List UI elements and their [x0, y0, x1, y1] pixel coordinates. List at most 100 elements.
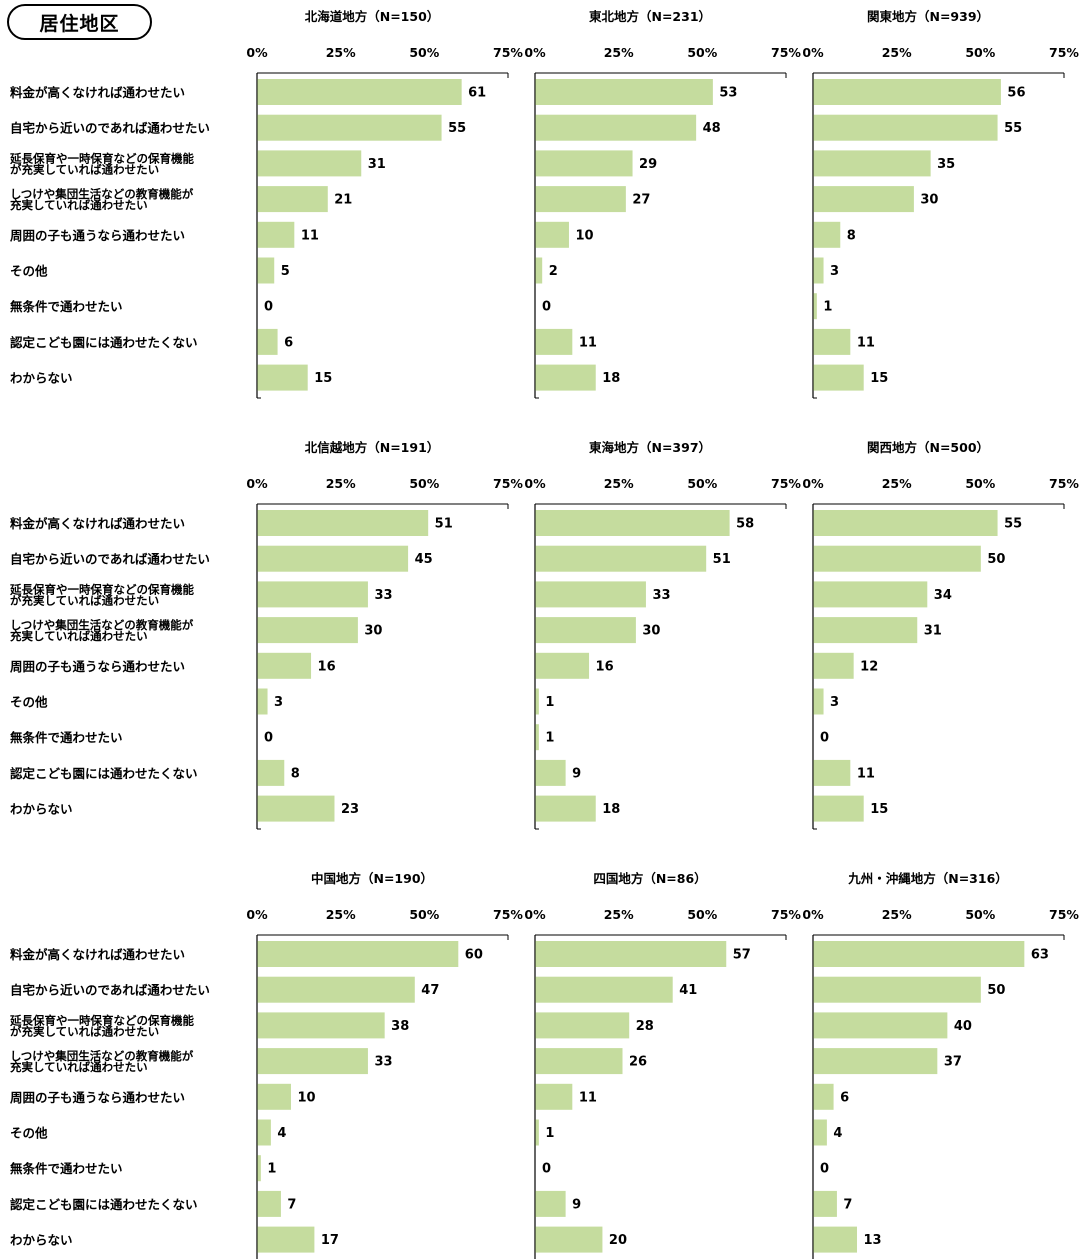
data-label: 1	[823, 300, 832, 315]
x-tick-label: 0%	[802, 45, 824, 60]
x-tick-label: 75%	[493, 45, 523, 60]
data-label: 18	[602, 802, 620, 817]
bar	[535, 221, 569, 248]
data-label: 30	[642, 624, 660, 639]
data-label: 50	[987, 983, 1005, 998]
bar	[535, 364, 596, 391]
category-label: わからない	[10, 371, 73, 386]
data-label: 48	[703, 121, 721, 136]
x-tick-label: 25%	[326, 476, 356, 491]
data-label: 16	[318, 659, 336, 674]
data-label: 1	[545, 731, 554, 746]
bar	[535, 328, 573, 355]
bar	[535, 759, 566, 786]
category-label: 延長保育や一時保育などの保育機能が充実していれば通わせたい	[9, 151, 194, 176]
x-tick-label: 50%	[409, 45, 439, 60]
category-label-line: 充実していれば通わせたい	[10, 629, 148, 643]
data-label: 8	[847, 228, 856, 243]
panel-title: 北海道地方（N=150）	[305, 9, 440, 24]
bar	[257, 328, 278, 355]
bar	[257, 941, 459, 967]
x-tick-label: 0%	[802, 476, 824, 491]
data-label: 31	[924, 624, 942, 639]
panel-title: 四国地方（N=86）	[593, 871, 706, 886]
data-label: 11	[857, 335, 875, 350]
bar	[813, 1226, 858, 1253]
data-label: 7	[287, 1197, 296, 1212]
data-label: 30	[364, 624, 382, 639]
bar	[257, 150, 362, 177]
bar	[257, 545, 409, 572]
data-label: 3	[274, 695, 283, 710]
category-label: 料金が高くなければ通わせたい	[10, 947, 185, 962]
category-label: 延長保育や一時保育などの保育機能が充実していれば通わせたい	[9, 1013, 194, 1038]
data-label: 33	[652, 588, 670, 603]
bar	[535, 724, 539, 751]
bar	[535, 688, 539, 715]
category-label: 周囲の子も通うなら通わせたい	[10, 1090, 185, 1105]
bar	[535, 617, 636, 644]
bar	[813, 221, 841, 248]
bar	[813, 257, 824, 284]
bar	[813, 364, 864, 391]
data-label: 17	[321, 1233, 339, 1248]
category-label: その他	[10, 264, 48, 279]
bar	[257, 221, 295, 248]
data-label: 5	[281, 264, 290, 279]
bar	[813, 617, 918, 644]
category-label: 周囲の子も通うなら通わせたい	[10, 228, 185, 243]
category-label-line: 延長保育や一時保育などの保育機能	[9, 1013, 194, 1027]
data-label: 18	[602, 371, 620, 386]
category-label-line: 延長保育や一時保育などの保育機能	[9, 151, 194, 165]
x-tick-label: 75%	[771, 907, 801, 922]
bar	[257, 1083, 291, 1110]
bar	[813, 79, 1001, 105]
category-label: その他	[10, 1126, 48, 1141]
category-label-line: しつけや集団生活などの教育機能が	[10, 1049, 194, 1063]
data-label: 3	[830, 264, 839, 279]
bar	[813, 976, 981, 1003]
bar	[257, 976, 415, 1003]
data-label: 55	[1004, 121, 1022, 136]
data-label: 45	[415, 552, 433, 567]
data-label: 27	[632, 193, 650, 208]
category-label-line: しつけや集団生活などの教育機能が	[10, 618, 194, 632]
x-tick-label: 50%	[965, 45, 995, 60]
data-label: 13	[864, 1233, 882, 1248]
bar	[535, 186, 626, 213]
data-label: 0	[264, 300, 273, 315]
data-label: 38	[391, 1019, 409, 1034]
data-label: 1	[267, 1162, 276, 1177]
category-label: 自宅から近いのであれば通わせたい	[10, 121, 210, 136]
data-label: 41	[679, 983, 697, 998]
bar	[813, 688, 824, 715]
data-label: 21	[334, 193, 352, 208]
panel-title: 九州・沖縄地方（N=316）	[847, 871, 1008, 886]
data-label: 50	[987, 552, 1005, 567]
bar	[257, 1048, 368, 1075]
panel-title: 東北地方（N=231）	[589, 9, 711, 24]
bar	[257, 1119, 271, 1146]
data-label: 8	[291, 766, 300, 781]
bar	[813, 510, 998, 536]
bar	[257, 581, 368, 608]
bar	[535, 941, 727, 967]
x-tick-label: 75%	[493, 476, 523, 491]
x-tick-label: 25%	[882, 476, 912, 491]
data-label: 33	[374, 1055, 392, 1070]
category-label-line: しつけや集団生活などの教育機能が	[10, 187, 194, 201]
data-label: 16	[596, 659, 614, 674]
bar	[535, 545, 707, 572]
bar	[257, 1155, 261, 1182]
data-label: 51	[713, 552, 731, 567]
data-label: 6	[284, 335, 293, 350]
data-label: 4	[833, 1126, 842, 1141]
bar	[813, 1012, 948, 1039]
data-label: 10	[575, 228, 593, 243]
data-label: 29	[639, 157, 657, 172]
bar	[257, 617, 358, 644]
data-label: 0	[820, 731, 829, 746]
category-label: 無条件で通わせたい	[10, 730, 123, 745]
data-label: 20	[609, 1233, 627, 1248]
category-label: 認定こども園には通わせたくない	[10, 335, 198, 350]
